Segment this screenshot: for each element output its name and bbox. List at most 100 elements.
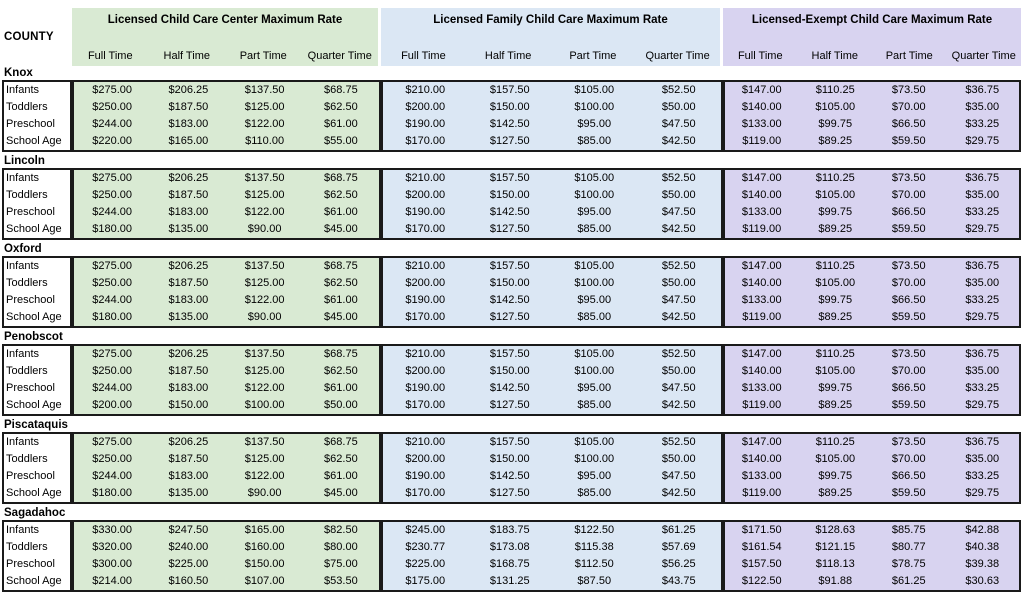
rate-cell: $78.75 bbox=[891, 558, 926, 570]
rate-row: $275.00 $206.25 $137.50 $68.75 bbox=[74, 258, 379, 275]
rate-cell: $50.00 bbox=[661, 101, 696, 113]
rate-cell: $137.50 bbox=[244, 260, 285, 272]
rate-row: $210.00 $157.50 $105.00 $52.50 bbox=[383, 170, 721, 187]
rate-cell: $157.50 bbox=[489, 172, 530, 184]
rate-group-family: $210.00 $157.50 $105.00 $52.50 $200.00 $150.0… bbox=[381, 168, 723, 240]
rate-cell: $52.50 bbox=[661, 436, 696, 448]
rate-cell: $61.00 bbox=[324, 118, 358, 130]
rate-cell: $190.00 bbox=[405, 206, 446, 218]
rate-row: $147.00 $110.25 $73.50 $36.75 bbox=[725, 434, 1019, 451]
rate-cell: $244.00 bbox=[92, 206, 132, 218]
age-group-labels: Infants Toddlers Preschool School Age bbox=[2, 168, 72, 240]
rate-row: $119.00 $89.25 $59.50 $29.75 bbox=[725, 133, 1019, 150]
rate-cell: $206.25 bbox=[168, 348, 209, 360]
col-header: Quarter Time bbox=[951, 50, 1016, 62]
rate-cell: $35.00 bbox=[965, 453, 1000, 465]
rate-cell: $275.00 bbox=[92, 436, 132, 448]
rate-cell: $105.00 bbox=[815, 277, 856, 289]
rate-cell: $122.00 bbox=[244, 294, 285, 306]
rate-cell: $45.00 bbox=[324, 487, 358, 499]
rate-cell: $168.75 bbox=[489, 558, 530, 570]
rate-group-center: $275.00 $206.25 $137.50 $68.75 $250.00 $187.5… bbox=[72, 80, 381, 152]
rate-row: $140.00 $105.00 $70.00 $35.00 bbox=[725, 363, 1019, 380]
rate-cell: $180.00 bbox=[92, 311, 132, 323]
rate-cell: $105.00 bbox=[574, 172, 615, 184]
rate-cell: $100.00 bbox=[574, 365, 615, 377]
rate-cell: $62.50 bbox=[324, 365, 358, 377]
rate-cell: $157.50 bbox=[489, 260, 530, 272]
rate-cell: $56.25 bbox=[661, 558, 696, 570]
rate-row: $275.00 $206.25 $137.50 $68.75 bbox=[74, 434, 379, 451]
rate-cell: $210.00 bbox=[405, 172, 446, 184]
rate-cell: $68.75 bbox=[324, 172, 358, 184]
rate-cell: $187.50 bbox=[168, 101, 209, 113]
rate-cell: $142.50 bbox=[489, 470, 530, 482]
rate-row: $200.00 $150.00 $100.00 $50.00 bbox=[383, 275, 721, 292]
rate-row: $275.00 $206.25 $137.50 $68.75 bbox=[74, 346, 379, 363]
rate-row: $200.00 $150.00 $100.00 $50.00 bbox=[383, 187, 721, 204]
rate-row: $190.00 $142.50 $95.00 $47.50 bbox=[383, 468, 721, 485]
rate-cell: $180.00 bbox=[92, 487, 132, 499]
rate-cell: $33.25 bbox=[965, 294, 1000, 306]
rate-row: $190.00 $142.50 $95.00 $47.50 bbox=[383, 292, 721, 309]
rate-cell: $187.50 bbox=[168, 277, 209, 289]
rate-cell: $89.25 bbox=[818, 311, 853, 323]
rate-row: $250.00 $187.50 $125.00 $62.50 bbox=[74, 451, 379, 468]
rate-cell: $210.00 bbox=[405, 348, 446, 360]
rate-cell: $110.25 bbox=[815, 172, 855, 184]
rate-cell: $89.25 bbox=[818, 399, 853, 411]
county-name: Oxford bbox=[4, 243, 42, 255]
rate-cell: $95.00 bbox=[577, 470, 612, 482]
rate-row: $190.00 $142.50 $95.00 $47.50 bbox=[383, 116, 721, 133]
rate-cell: $187.50 bbox=[168, 365, 209, 377]
rate-cell: $73.50 bbox=[891, 348, 926, 360]
rate-cell: $127.50 bbox=[489, 487, 530, 499]
rate-cell: $52.50 bbox=[661, 84, 696, 96]
rate-cell: $210.00 bbox=[405, 436, 446, 448]
rate-row: $180.00 $135.00 $90.00 $45.00 bbox=[74, 309, 379, 326]
rate-cell: $140.00 bbox=[741, 101, 782, 113]
rate-cell: $80.00 bbox=[324, 541, 358, 553]
rate-group-center: $275.00 $206.25 $137.50 $68.75 $250.00 $187.5… bbox=[72, 432, 381, 504]
rate-cell: $275.00 bbox=[92, 348, 132, 360]
rate-cell: $42.50 bbox=[661, 311, 696, 323]
rate-row: $225.00 $168.75 $112.50 $56.25 bbox=[383, 556, 721, 573]
rate-cell: $142.50 bbox=[489, 206, 530, 218]
rate-cell: $53.50 bbox=[324, 575, 358, 587]
rate-cell: $142.50 bbox=[489, 118, 530, 130]
rate-row: $230.77 $173.08 $115.38 $57.69 bbox=[383, 539, 721, 556]
rate-cell: $121.15 bbox=[815, 541, 856, 553]
rate-cell: $135.00 bbox=[168, 311, 209, 323]
rate-cell: $61.00 bbox=[324, 206, 358, 218]
rate-cell: $135.00 bbox=[168, 487, 209, 499]
rate-row: $119.00 $89.25 $59.50 $29.75 bbox=[725, 485, 1019, 502]
col-header: Part Time bbox=[885, 50, 933, 62]
rate-cell: $66.50 bbox=[891, 294, 926, 306]
rate-cell: $225.00 bbox=[405, 558, 446, 570]
rate-cell: $61.00 bbox=[324, 470, 358, 482]
rate-cell: $190.00 bbox=[405, 382, 446, 394]
rate-cell: $70.00 bbox=[891, 277, 926, 289]
rate-row: $171.50 $128.63 $85.75 $42.88 bbox=[725, 522, 1019, 539]
rate-cell: $110.25 bbox=[815, 84, 855, 96]
county-name: Knox bbox=[4, 67, 33, 79]
rate-cell: $175.00 bbox=[405, 575, 446, 587]
rate-cell: $110.25 bbox=[815, 348, 855, 360]
rate-cell: $68.75 bbox=[324, 260, 358, 272]
age-group-label: School Age bbox=[6, 135, 62, 147]
rate-cell: $230.77 bbox=[405, 541, 446, 553]
rate-cell: $210.00 bbox=[405, 260, 446, 272]
rate-row: $119.00 $89.25 $59.50 $29.75 bbox=[725, 309, 1019, 326]
rate-cell: $244.00 bbox=[92, 118, 132, 130]
rate-cell: $62.50 bbox=[324, 101, 358, 113]
rate-row: $147.00 $110.25 $73.50 $36.75 bbox=[725, 258, 1019, 275]
county-rates-row: Infants Toddlers Preschool School Age $275.0… bbox=[2, 432, 1024, 504]
rate-cell: $105.00 bbox=[815, 365, 856, 377]
rate-row: $244.00 $183.00 $122.00 $61.00 bbox=[74, 116, 379, 133]
group-header-center: Licensed Child Care Center Maximum Rate … bbox=[72, 8, 381, 66]
rate-cell: $157.50 bbox=[741, 558, 782, 570]
rate-cell: $61.00 bbox=[324, 294, 358, 306]
age-group-label: Preschool bbox=[6, 294, 55, 306]
rate-row: $250.00 $187.50 $125.00 $62.50 bbox=[74, 275, 379, 292]
rate-cell: $206.25 bbox=[168, 172, 209, 184]
